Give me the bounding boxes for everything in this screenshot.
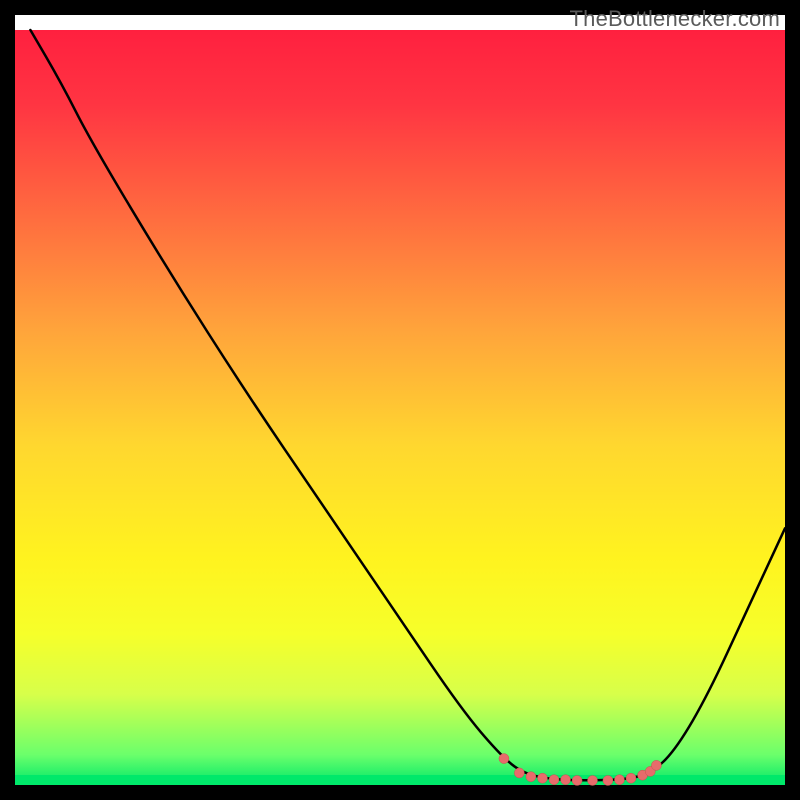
marker-point: [614, 775, 624, 785]
marker-point: [572, 775, 582, 785]
marker-point: [514, 768, 524, 778]
marker-point: [549, 775, 559, 785]
marker-point: [537, 773, 547, 783]
bottleneck-chart: [0, 0, 800, 800]
marker-point: [526, 772, 536, 782]
marker-point: [651, 760, 661, 770]
marker-point: [603, 775, 613, 785]
marker-point: [561, 775, 571, 785]
marker-point: [626, 773, 636, 783]
marker-point: [499, 754, 509, 764]
chart-container: TheBottlenecker.com: [0, 0, 800, 800]
watermark-text: TheBottlenecker.com: [570, 6, 780, 32]
marker-point: [588, 775, 598, 785]
